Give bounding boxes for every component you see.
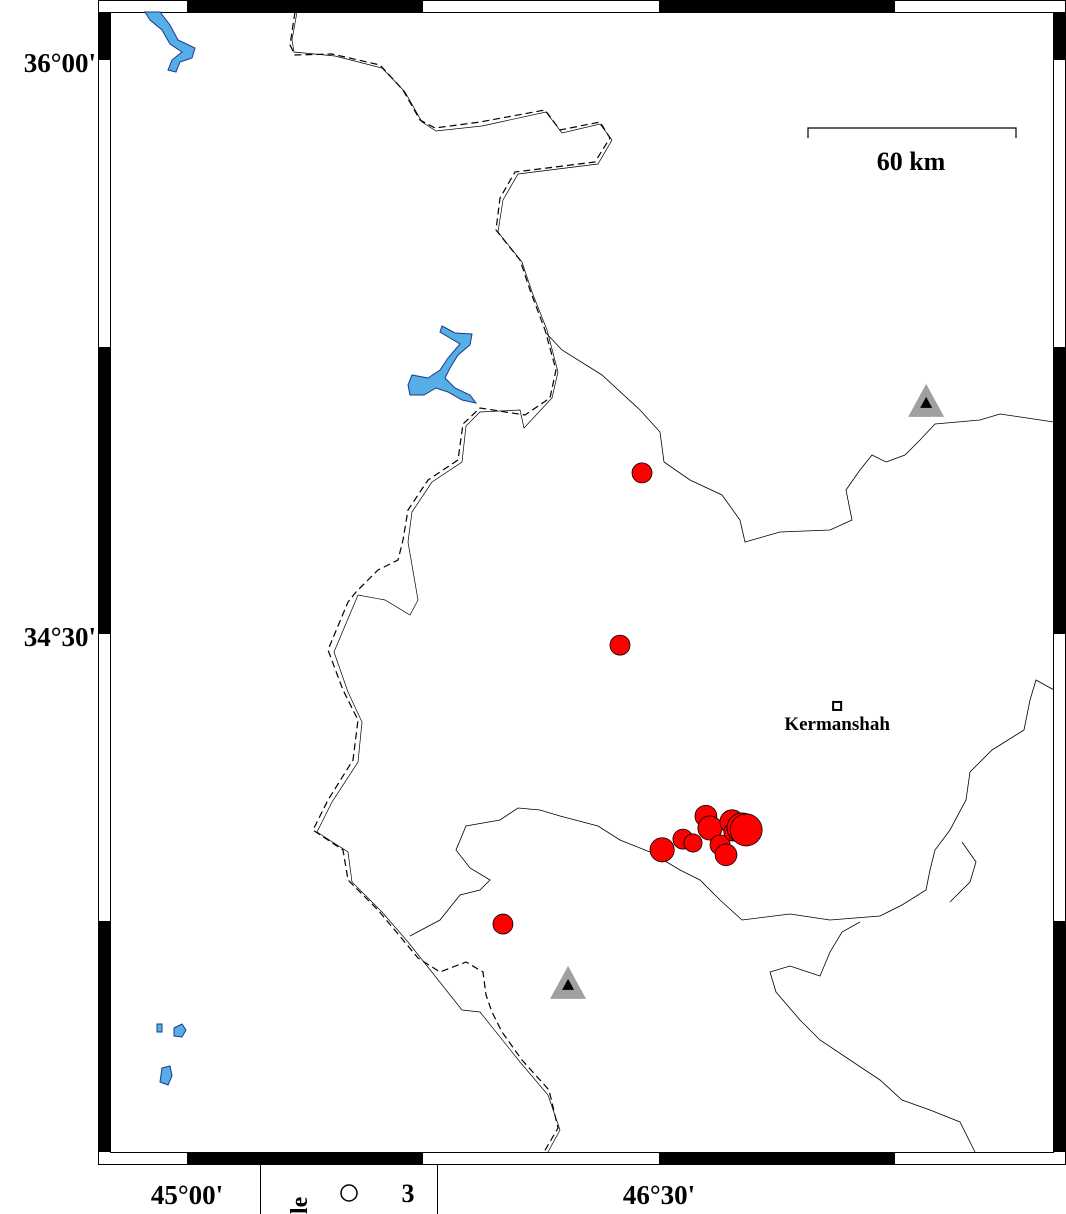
magnitude-legend: le 3 — [260, 1164, 438, 1214]
lake-middle — [407, 325, 478, 404]
lake-small-1 — [156, 1023, 163, 1033]
international-border — [289, 11, 611, 1153]
province-boundary-east — [949, 841, 977, 903]
city-label: Kermanshah — [784, 714, 890, 735]
earthquake-event-circle — [609, 634, 631, 656]
city-marker: Kermanshah — [784, 700, 890, 735]
lake-small-2 — [173, 1023, 187, 1038]
earthquake-event-circle — [492, 913, 514, 935]
province-boundary-north — [545, 332, 1055, 543]
earthquake-event-circle — [649, 837, 675, 863]
province-boundary-south — [409, 679, 1055, 937]
legend-value: 3 — [402, 1179, 415, 1208]
lat-label-34-30: 34°30' — [24, 622, 96, 652]
legend-title: le — [287, 1196, 313, 1214]
earthquake-event-circle — [631, 462, 653, 484]
province-boundary-southeast — [769, 921, 976, 1153]
province-boundary-line — [291, 11, 613, 1153]
stations-layer — [550, 383, 945, 999]
lake-north — [144, 11, 196, 73]
station-triangle-icon — [550, 965, 587, 999]
events-layer — [492, 462, 763, 935]
legend-circle — [340, 1184, 358, 1202]
lake-small-3 — [159, 1065, 173, 1086]
earthquake-event-circle — [714, 843, 738, 867]
station-triangle-icon — [908, 383, 945, 417]
earthquake-event-circle — [683, 833, 703, 853]
city-square-icon — [832, 700, 843, 711]
earthquake-event-circle — [729, 813, 763, 847]
lon-label-46-30: 46°30' — [623, 1180, 695, 1210]
boundaries — [289, 11, 1055, 1153]
scale-bar-label: 60 km — [877, 147, 946, 176]
map-frame — [98, 0, 1066, 1165]
water-bodies — [144, 11, 478, 1086]
lat-label-36-00: 36°00' — [24, 48, 96, 78]
scale-bar: 60 km — [807, 127, 1017, 176]
lon-label-45-00: 45°00' — [151, 1180, 223, 1210]
